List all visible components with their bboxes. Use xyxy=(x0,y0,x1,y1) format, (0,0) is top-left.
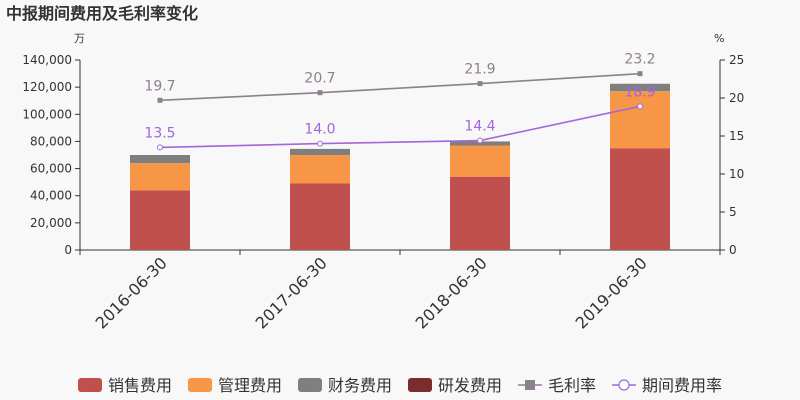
x-tick-label: 2019-06-30 xyxy=(572,253,651,332)
y-right-tick-label: 25 xyxy=(729,53,744,67)
line-series xyxy=(159,72,641,102)
y-left-tick-label: 40,000 xyxy=(30,189,72,203)
y-left-tick-label: 100,000 xyxy=(22,107,72,121)
line-point xyxy=(157,97,163,103)
y-right-tick-label: 10 xyxy=(729,167,744,181)
line-point xyxy=(157,144,163,151)
y-left-tick-label: 0 xyxy=(64,243,72,257)
line-series xyxy=(159,105,641,149)
legend: 销售费用 管理费用 财务费用 研发费用 毛利率 期间费用率 xyxy=(77,376,722,395)
y-right-unit: % xyxy=(714,32,724,45)
bar-segment xyxy=(130,163,190,191)
x-tick-label: 2016-06-30 xyxy=(92,253,171,332)
data-label: 13.5 xyxy=(144,125,175,141)
line-point xyxy=(637,103,643,110)
y-left-tick-label: 120,000 xyxy=(22,80,72,94)
y-right-tick-label: 15 xyxy=(729,129,744,143)
line-point xyxy=(317,90,323,96)
y-left-unit: 万 xyxy=(74,32,85,45)
legend-swatch xyxy=(77,378,102,392)
bar-segment xyxy=(610,91,670,149)
data-label: 23.2 xyxy=(624,52,655,68)
data-label: 14.0 xyxy=(304,122,335,138)
legend-swatch xyxy=(297,378,322,392)
legend-marker xyxy=(618,379,630,391)
y-left-tick-label: 140,000 xyxy=(22,53,72,67)
line-point xyxy=(637,71,643,77)
y-left-tick-label: 80,000 xyxy=(30,134,72,148)
bar-segment xyxy=(130,155,190,164)
line-point xyxy=(477,81,483,87)
data-label: 21.9 xyxy=(464,62,495,78)
legend-marker xyxy=(525,380,536,390)
chart-title: 中报期间费用及毛利率变化 xyxy=(6,4,198,23)
data-label: 18.9 xyxy=(624,84,655,100)
x-tick-label: 2017-06-30 xyxy=(252,253,331,332)
line-point xyxy=(317,140,323,147)
legend-label: 管理费用 xyxy=(218,376,282,395)
y-right-tick-label: 5 xyxy=(729,205,737,219)
legend-swatch xyxy=(408,378,432,392)
legend-swatch xyxy=(187,378,212,392)
legend-label: 财务费用 xyxy=(328,376,392,395)
bar-segment xyxy=(290,183,350,250)
legend-label: 期间费用率 xyxy=(642,376,722,395)
data-label: 14.4 xyxy=(464,119,495,135)
bar-segment xyxy=(610,148,670,250)
legend-label: 研发费用 xyxy=(438,376,502,395)
y-left-tick-label: 20,000 xyxy=(30,216,72,230)
plot-area: 0 20,000 40,000 60,000 80,000 100,000 120,000 1… xyxy=(22,52,744,333)
line-point xyxy=(477,137,483,144)
bar-segment xyxy=(450,176,510,250)
bar-segment xyxy=(450,145,510,177)
legend-label: 毛利率 xyxy=(548,376,596,395)
data-label: 19.7 xyxy=(144,78,175,94)
y-left-tick-label: 60,000 xyxy=(30,162,72,176)
bar-segment xyxy=(290,155,350,184)
y-right-tick-label: 0 xyxy=(729,243,737,257)
legend-label: 销售费用 xyxy=(108,376,172,395)
y-right-tick-label: 20 xyxy=(729,91,744,105)
data-label: 20.7 xyxy=(304,71,335,87)
x-tick-label: 2018-06-30 xyxy=(412,253,491,332)
bar-segment xyxy=(130,190,190,250)
bar-segment xyxy=(610,83,670,92)
bar-segment xyxy=(290,148,350,155)
